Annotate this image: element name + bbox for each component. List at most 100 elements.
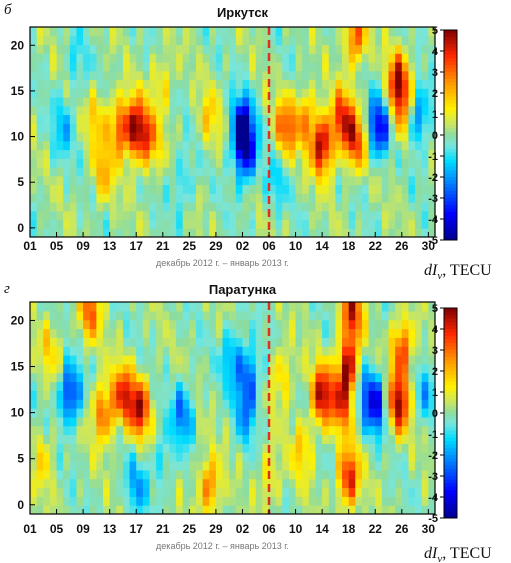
heatmap-cell xyxy=(209,381,217,391)
colorbar-swatch xyxy=(444,37,457,41)
colorbar-swatch xyxy=(444,500,457,505)
heatmap-cell xyxy=(308,346,317,356)
heatmap-cell xyxy=(149,158,157,168)
heatmap-cell xyxy=(103,114,111,124)
heatmap-cell xyxy=(176,478,184,489)
colorbar-swatch xyxy=(444,170,457,174)
heatmap-cell xyxy=(49,167,58,177)
heatmap-cell xyxy=(269,219,277,229)
heatmap-cell xyxy=(388,346,396,356)
heatmap-cell xyxy=(342,302,350,312)
heatmap-cell xyxy=(342,319,350,330)
heatmap-cell xyxy=(116,337,124,347)
heatmap-cell xyxy=(229,44,237,54)
heatmap-cell xyxy=(361,355,370,365)
heatmap-cell xyxy=(162,363,171,374)
heatmap-cell xyxy=(355,132,363,142)
heatmap-cell xyxy=(83,202,91,212)
heatmap-cell xyxy=(262,461,270,471)
heatmap-cell xyxy=(202,132,210,142)
heatmap-cell xyxy=(109,408,117,418)
heatmap-cell xyxy=(262,310,270,321)
heatmap-cell xyxy=(421,310,429,321)
heatmap-cell xyxy=(401,302,410,312)
heatmap-cell xyxy=(355,149,363,159)
heatmap-cell xyxy=(176,452,184,462)
heatmap-cell xyxy=(202,319,210,330)
heatmap-cell xyxy=(288,346,297,356)
heatmap-cell xyxy=(302,381,310,391)
heatmap-cell xyxy=(30,443,38,453)
heatmap-cell xyxy=(43,79,51,89)
heatmap-cell xyxy=(195,390,204,400)
heatmap-cell xyxy=(421,434,429,444)
heatmap-cell xyxy=(222,88,230,98)
heatmap-cell xyxy=(76,202,84,212)
heatmap-cell xyxy=(348,210,356,221)
heatmap-cell xyxy=(136,390,144,400)
heatmap-cell xyxy=(36,434,44,444)
heatmap-cell xyxy=(222,416,230,427)
heatmap-cell xyxy=(401,425,410,436)
heatmap-cell xyxy=(421,302,429,312)
heatmap-cell xyxy=(368,496,376,506)
heatmap-cell xyxy=(421,496,429,506)
heatmap-cell xyxy=(428,310,435,321)
heatmap-cell xyxy=(401,202,410,212)
heatmap-cell xyxy=(249,346,257,356)
heatmap-cell xyxy=(209,202,217,212)
colorbar-swatch xyxy=(444,103,457,108)
heatmap-cell xyxy=(129,219,137,229)
heatmap-cell xyxy=(322,149,330,159)
colorbar-tick-label: -1 xyxy=(428,151,438,163)
heatmap-cell xyxy=(328,158,337,168)
heatmap-cell xyxy=(162,27,171,37)
heatmap-cell xyxy=(269,319,277,330)
colorbar-swatch xyxy=(444,110,457,115)
heatmap-cell xyxy=(242,487,250,497)
heatmap-cell xyxy=(235,478,244,489)
heatmap-cell xyxy=(43,202,51,212)
heatmap-cell xyxy=(375,372,383,383)
heatmap-cell xyxy=(408,505,416,514)
heatmap-cell xyxy=(76,167,84,177)
heatmap-cell xyxy=(56,319,64,330)
heatmap-cell xyxy=(368,44,376,54)
heatmap-cell xyxy=(381,202,390,212)
heatmap-cell xyxy=(169,114,177,124)
heatmap-cell xyxy=(415,70,423,81)
heatmap-cell xyxy=(122,319,131,330)
heatmap-cell xyxy=(89,210,97,221)
heatmap-cell xyxy=(49,443,58,453)
heatmap-cell xyxy=(195,416,204,427)
heatmap-cell xyxy=(282,149,290,159)
heatmap-cell xyxy=(36,478,44,489)
heatmap-cell xyxy=(162,62,171,72)
heatmap-cell xyxy=(288,35,297,46)
heatmap-cell xyxy=(342,79,350,89)
heatmap-cell xyxy=(43,35,51,46)
heatmap-cell xyxy=(209,123,217,133)
heatmap-cell xyxy=(169,149,177,159)
heatmap-cell xyxy=(209,149,217,159)
heatmap-cell xyxy=(275,88,283,98)
heatmap-cell xyxy=(202,505,210,514)
heatmap-cell xyxy=(355,210,363,221)
heatmap-cell xyxy=(69,346,78,356)
heatmap-cell xyxy=(142,461,151,471)
heatmap-cell xyxy=(215,97,224,107)
heatmap-cell xyxy=(122,140,131,151)
heatmap-cell xyxy=(415,337,423,347)
heatmap-cell xyxy=(348,114,356,124)
heatmap-cell xyxy=(421,184,429,194)
heatmap-cell xyxy=(295,425,303,436)
heatmap-cell xyxy=(375,337,383,347)
heatmap-cell xyxy=(195,175,204,186)
heatmap-cell xyxy=(89,184,97,194)
heatmap-cell xyxy=(255,505,263,514)
heatmap-cell xyxy=(116,496,124,506)
heatmap-cell xyxy=(129,328,137,338)
heatmap-cell xyxy=(69,408,78,418)
heatmap-cell xyxy=(229,105,237,116)
heatmap-cell xyxy=(335,35,343,46)
